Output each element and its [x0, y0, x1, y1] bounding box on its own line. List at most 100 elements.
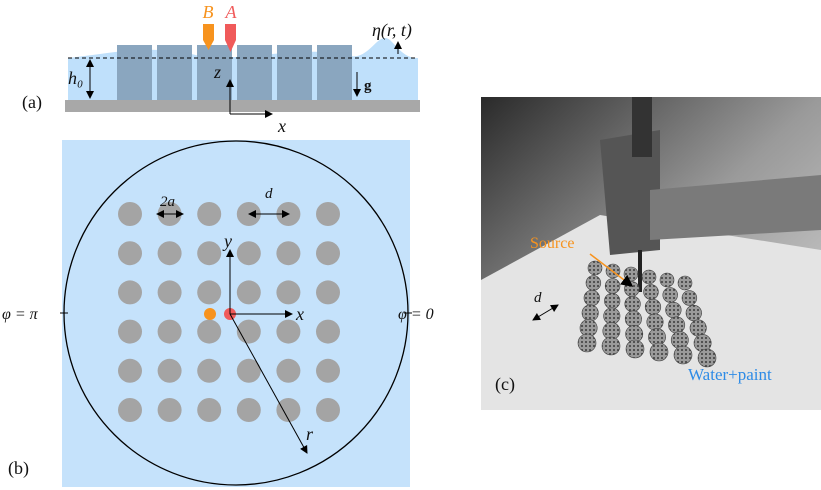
- pillar: [157, 319, 182, 344]
- pillars: [117, 45, 352, 100]
- probe-a: [225, 24, 236, 52]
- pillar: [624, 281, 640, 297]
- pillar: [118, 241, 142, 266]
- pillar: [118, 398, 142, 422]
- pillar: [276, 241, 301, 266]
- pillar: [316, 241, 340, 266]
- surface-label: η(r, t): [372, 20, 412, 41]
- x-label: x: [295, 304, 304, 324]
- pillar: [197, 241, 222, 266]
- medium-label: Water+paint: [688, 365, 772, 384]
- spacing-label: d: [534, 290, 542, 306]
- pillar: [236, 241, 261, 266]
- pillar: [118, 319, 142, 344]
- pillar: [662, 287, 678, 303]
- source-label: Source: [530, 235, 574, 252]
- pillar: [583, 289, 600, 307]
- pillar: [581, 304, 599, 322]
- pillar: [197, 358, 222, 383]
- pillar: [649, 342, 669, 362]
- spacing-arrow: [532, 304, 559, 321]
- pillar: [316, 319, 340, 344]
- pillar: [681, 290, 698, 306]
- radius-arrow: [229, 313, 308, 454]
- pillar: [585, 275, 602, 291]
- phi-left: φ = π: [2, 306, 39, 323]
- pillar: [677, 275, 693, 291]
- y-label: y: [222, 231, 232, 251]
- probe-b-label: B: [203, 2, 214, 22]
- gantry: [600, 130, 660, 255]
- pillar: [236, 319, 261, 344]
- panel-b: x y r 2a d φ = π φ = 0 (b): [2, 140, 434, 487]
- pillar: [665, 301, 682, 319]
- depth-label: h₀: [68, 68, 83, 88]
- rail: [650, 175, 821, 240]
- pillar-size-label: 2a: [160, 194, 175, 210]
- pillar: [197, 319, 222, 344]
- phi-right: φ = 0: [398, 306, 434, 323]
- spacing-label: d: [265, 186, 273, 202]
- pillar: [276, 319, 301, 344]
- source-arrow: [589, 253, 634, 287]
- z-label: z: [213, 62, 221, 82]
- pillar: [197, 202, 222, 226]
- pillar: [646, 313, 664, 331]
- pillar: [316, 280, 340, 305]
- pillar: [641, 269, 657, 285]
- pillar: [157, 358, 182, 383]
- pillar: [697, 348, 717, 368]
- pillar: [643, 284, 659, 300]
- pillar: [624, 310, 642, 328]
- gravity-label: g: [364, 78, 372, 94]
- bottom: [65, 100, 420, 112]
- pillar: [577, 333, 597, 353]
- pillar: [689, 319, 707, 337]
- pillar: [197, 280, 222, 305]
- pillar: [157, 398, 182, 422]
- pillar: [276, 398, 301, 422]
- pillar: [118, 202, 142, 226]
- pillar: [157, 280, 182, 305]
- panel-c-label: (c): [495, 374, 515, 395]
- panel-a: B A η(r, t) h₀ z x g (a): [22, 2, 420, 136]
- pillar: [236, 358, 261, 383]
- panel-c: Source d Water+paint (c): [481, 97, 821, 410]
- pillar: [157, 241, 182, 266]
- pillar: [644, 298, 662, 316]
- pillar: [623, 266, 639, 282]
- photo-pillars: [577, 260, 717, 368]
- panel-b-label: (b): [8, 458, 29, 479]
- probe-b: [203, 24, 214, 50]
- x-label: x: [277, 116, 286, 136]
- pillar: [673, 345, 693, 365]
- pillar: [668, 316, 686, 334]
- pillar: [685, 304, 702, 322]
- pillar: [316, 202, 340, 226]
- pillar: [625, 339, 645, 359]
- pillar: [197, 398, 222, 422]
- pillar: [276, 358, 301, 383]
- pillar: [601, 336, 621, 356]
- pillar: [316, 358, 340, 383]
- pillar: [276, 280, 301, 305]
- pillar: [604, 292, 621, 310]
- pillar: [670, 331, 689, 349]
- pillar-grid: [118, 202, 340, 422]
- pillar: [603, 307, 621, 325]
- point-b: [204, 308, 216, 320]
- probe-a-label: A: [225, 2, 238, 22]
- pillar: [316, 398, 340, 422]
- radius-label: r: [306, 424, 314, 444]
- pillar: [624, 295, 641, 313]
- probe-holder: [632, 97, 652, 157]
- pillar: [587, 260, 603, 276]
- pillar: [236, 280, 261, 305]
- pillar: [659, 272, 675, 288]
- pillar: [118, 280, 142, 305]
- pillar: [236, 398, 261, 422]
- pillar: [118, 358, 142, 383]
- panel-a-label: (a): [22, 92, 42, 113]
